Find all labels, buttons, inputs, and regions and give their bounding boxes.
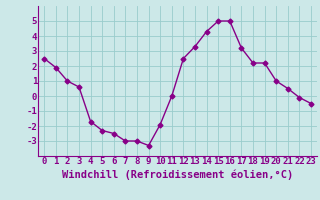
X-axis label: Windchill (Refroidissement éolien,°C): Windchill (Refroidissement éolien,°C) bbox=[62, 169, 293, 180]
